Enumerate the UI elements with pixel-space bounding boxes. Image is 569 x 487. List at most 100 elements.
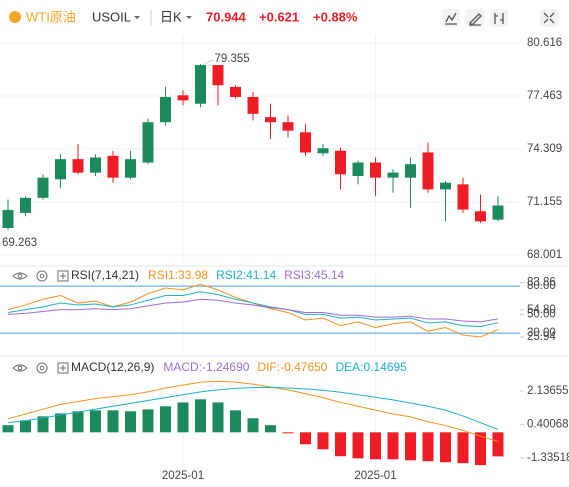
macd-bar (317, 432, 329, 450)
level-label: 30.00 (527, 327, 556, 339)
legend-entry: DIF:-0.47650 (257, 360, 327, 374)
symbol-name[interactable]: WTI原油 (26, 9, 76, 24)
legend-entry: RSI3:45.14 (284, 268, 344, 282)
candle-body (142, 122, 154, 163)
candle-body (212, 65, 224, 86)
symbol-icon (9, 11, 21, 23)
macd-bar (20, 420, 31, 433)
tool-button[interactable] (490, 9, 508, 27)
indicator-icon[interactable] (445, 12, 457, 25)
legend-entry: MACD:-1.24690 (163, 360, 249, 374)
candle-body (457, 184, 469, 210)
candle-body (300, 132, 311, 153)
dropdown-arrow[interactable] (186, 16, 192, 19)
last-price: 70.944 (206, 9, 247, 24)
macd-bar (457, 432, 469, 464)
macd-bar (160, 406, 171, 433)
draw-icon[interactable] (469, 13, 482, 26)
rsi-title: RSI(7,14,21) (71, 268, 139, 282)
settings-icon[interactable] (39, 273, 45, 279)
macd-controls (12, 362, 69, 374)
candle-body (37, 177, 49, 198)
settings-icon[interactable] (36, 362, 48, 374)
candle-body (317, 148, 329, 154)
price-change: +0.621 (259, 9, 299, 24)
macd-bar (492, 432, 504, 457)
symbol-code[interactable]: USOIL (92, 9, 131, 24)
y-tick-label: 74.309 (527, 143, 562, 155)
dropdown-arrow[interactable] (134, 16, 140, 19)
macd-bar (37, 416, 49, 433)
macd-bar (72, 411, 84, 433)
candle-body (422, 152, 434, 190)
candle-body (20, 197, 31, 213)
macd-bar (107, 410, 119, 433)
rsi-controls (12, 270, 69, 282)
macd-bar (230, 410, 241, 433)
macd-title: MACD(12,26,9) (71, 360, 154, 374)
toolbar (442, 9, 558, 27)
tool-button[interactable] (540, 9, 558, 27)
macd-bar (370, 432, 381, 460)
rsi-line (7, 291, 499, 328)
macd-bar (265, 425, 276, 433)
price-change-pct: +0.88% (313, 9, 358, 24)
eye-icon[interactable] (12, 272, 28, 280)
leader-line (203, 59, 213, 65)
legend-entry: DEA:0.14695 (335, 360, 407, 374)
candle-body (2, 209, 14, 229)
macd-bar (2, 425, 14, 433)
macd-line (7, 386, 499, 430)
rsi-line (7, 298, 499, 323)
macd-bar (405, 432, 416, 461)
compare-icon[interactable] (494, 13, 504, 24)
rsi-line (7, 283, 499, 338)
macd-bar (125, 411, 136, 433)
candle-body (352, 162, 364, 176)
min-price-label: 69.263 (2, 237, 37, 249)
candle-body (107, 155, 119, 178)
add-icon[interactable] (57, 362, 69, 374)
candle-body (72, 159, 84, 173)
candle-body (125, 159, 136, 178)
settings-icon[interactable] (39, 365, 45, 371)
candle-body (282, 122, 294, 131)
y-tick-label: 25.94 (527, 331, 556, 343)
y-tick-label: 0.40068 (527, 419, 569, 431)
macd-bar (387, 432, 399, 460)
macd-bar (195, 399, 206, 433)
y-tick-label: 68.001 (527, 249, 562, 261)
fullscreen-icon[interactable] (543, 12, 555, 24)
period[interactable]: 日K (160, 9, 182, 24)
macd-bar (300, 432, 311, 445)
eye-icon[interactable] (17, 365, 23, 371)
candle-body (177, 95, 189, 101)
x-tick-label: 2025-01 (162, 470, 204, 482)
macd-bar (422, 432, 434, 462)
add-icon[interactable] (60, 365, 66, 371)
legend-entry: RSI2:41.14 (216, 268, 276, 282)
macd-bar (247, 418, 259, 433)
add-icon[interactable] (60, 273, 66, 279)
y-tick-label: 71.155 (527, 196, 562, 208)
y-tick-label: 2.13655 (527, 385, 569, 397)
candle-body (370, 162, 381, 178)
eye-icon[interactable] (12, 364, 28, 372)
y-tick-label: 80.616 (527, 37, 562, 49)
eye-icon[interactable] (17, 273, 23, 279)
macd-bar (352, 432, 364, 459)
candle-body (492, 205, 504, 220)
legend-entry: RSI1:33.98 (148, 268, 208, 282)
add-icon[interactable] (57, 270, 69, 282)
candle-body (405, 164, 416, 178)
y-tick-label: 54.80 (527, 304, 556, 316)
candle-body (387, 172, 399, 178)
candle-body (55, 159, 66, 180)
candle-body (335, 150, 346, 175)
candle-body (265, 117, 276, 123)
max-price-label: 79.355 (215, 53, 250, 65)
y-tick-label: 77.463 (527, 90, 562, 102)
candle-body (160, 97, 171, 123)
macd-bar (55, 413, 66, 433)
settings-icon[interactable] (36, 270, 48, 282)
